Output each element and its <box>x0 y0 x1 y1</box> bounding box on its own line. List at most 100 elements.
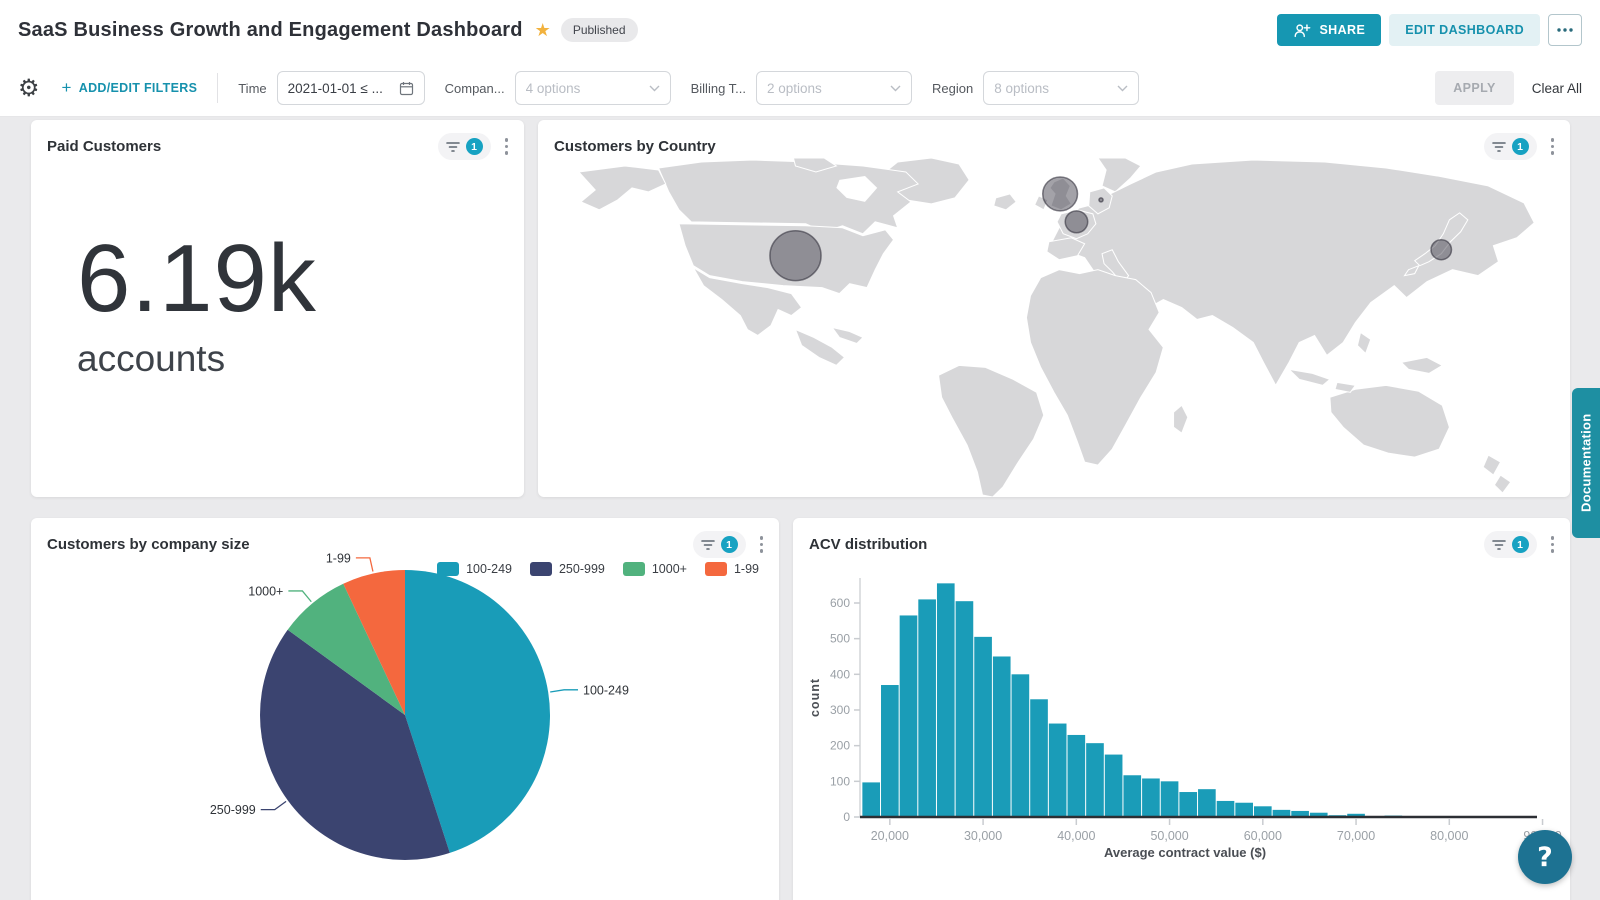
pie-slice-100-249[interactable] <box>405 570 550 853</box>
share-button-label: SHARE <box>1319 23 1366 37</box>
hist-bar[interactable] <box>1142 778 1160 817</box>
more-options-button[interactable] <box>1548 14 1582 46</box>
hist-bar[interactable] <box>1160 781 1179 817</box>
hist-bar[interactable] <box>936 583 955 817</box>
edit-dashboard-button[interactable]: EDIT DASHBOARD <box>1389 14 1540 46</box>
chevron-down-icon <box>1117 85 1128 92</box>
pie-slice-1000+[interactable] <box>287 583 405 715</box>
widget-menu-button[interactable] <box>1549 534 1557 555</box>
widget-menu-button[interactable] <box>503 136 511 157</box>
histogram-chart[interactable]: 0 100 200 300 400 500 600 20,000 30,000 40,000 50,… <box>793 518 1570 900</box>
country-alaska[interactable] <box>577 165 667 211</box>
hist-bar[interactable] <box>881 685 899 817</box>
country-mexico[interactable] <box>692 267 803 337</box>
hist-bar[interactable] <box>1067 734 1086 817</box>
widget-filter-button[interactable]: 1 <box>1483 133 1537 160</box>
hist-bar[interactable] <box>1123 775 1142 817</box>
bubble-japan[interactable] <box>1430 239 1453 261</box>
company-filter-select[interactable]: 4 options <box>514 71 671 105</box>
caribbean <box>831 326 864 345</box>
widget-filter-button[interactable]: 1 <box>437 133 491 160</box>
hist-bar[interactable] <box>899 615 918 817</box>
documentation-tab[interactable]: Documentation <box>1572 388 1600 538</box>
filter-settings-gear-icon[interactable]: ⚙ <box>18 74 40 102</box>
company-filter-value: 4 options <box>525 80 581 96</box>
share-icon <box>1293 23 1311 38</box>
hist-bar[interactable] <box>992 656 1011 817</box>
share-button[interactable]: SHARE <box>1277 14 1382 46</box>
widget-title: Customers by Country <box>554 138 716 155</box>
billing-filter-select[interactable]: 2 options <box>756 71 913 105</box>
hist-bar[interactable] <box>1272 809 1291 817</box>
widget-filter-button[interactable]: 1 <box>1483 531 1537 558</box>
filter-count-badge: 1 <box>465 138 483 155</box>
bubble-germany[interactable] <box>1098 197 1104 203</box>
bubble-usa[interactable] <box>769 230 822 282</box>
y-tick-label: 400 <box>830 667 850 681</box>
widget-menu-button[interactable] <box>758 534 766 555</box>
bubble-uk[interactable] <box>1041 176 1079 212</box>
hist-bar[interactable] <box>1011 674 1030 817</box>
y-tick-label: 200 <box>830 739 850 753</box>
pie-slice-250-999[interactable] <box>260 629 450 860</box>
add-edit-filters-button[interactable]: + ADD/EDIT FILTERS <box>62 78 198 98</box>
filter-group-region: Region 8 options <box>932 71 1140 105</box>
legend-item-1-99[interactable]: 1-99 <box>704 562 759 576</box>
widget-menu-button[interactable] <box>1549 136 1557 157</box>
hist-bar[interactable] <box>1309 812 1328 817</box>
hist-bar[interactable] <box>862 782 881 817</box>
hist-bar[interactable] <box>918 599 936 817</box>
legend-item-1000+[interactable]: 1000+ <box>622 562 687 576</box>
indonesia <box>1287 368 1331 386</box>
pie-label-line <box>550 689 579 693</box>
help-button[interactable]: ? <box>1518 830 1572 884</box>
pie-slice-label: 100-249 <box>583 683 629 697</box>
hist-bar[interactable] <box>1347 813 1365 817</box>
hist-bar[interactable] <box>1179 792 1198 817</box>
pie-chart[interactable]: 100-249 250-999 1000+ 1-99 <box>31 518 779 900</box>
billing-filter-label: Billing T... <box>690 80 747 96</box>
widget-acv-distribution: ACV distribution 1 0 100 200 300 400 500 600 20… <box>793 518 1570 900</box>
pie-slice-1-99[interactable] <box>343 570 405 715</box>
legend-item-100-249[interactable]: 100-249 <box>437 562 512 576</box>
world-map-chart[interactable] <box>538 158 1570 497</box>
pie-label-line <box>288 590 312 603</box>
bubble-france[interactable] <box>1064 210 1089 234</box>
hist-bar[interactable] <box>1216 800 1235 817</box>
y-tick-label: 300 <box>830 703 850 717</box>
legend-item-250-999[interactable]: 250-999 <box>529 562 605 576</box>
time-filter-input[interactable]: 2021-01-01 ≤ ... <box>276 71 425 105</box>
x-tick-label: 80,000 <box>1430 829 1468 843</box>
funnel-icon <box>700 539 715 550</box>
hist-bar[interactable] <box>1198 789 1216 817</box>
legend-swatch <box>529 562 552 576</box>
central-america <box>794 328 846 366</box>
new-guinea <box>1400 356 1444 374</box>
hist-bar[interactable] <box>1030 699 1048 817</box>
hist-bar[interactable] <box>1048 723 1067 817</box>
hist-bar[interactable] <box>974 636 992 817</box>
widget-paid-customers: Paid Customers 1 6.19k accounts <box>31 120 524 497</box>
country-canada[interactable] <box>657 159 920 235</box>
x-tick-label: 40,000 <box>1057 829 1095 843</box>
favorite-star-icon[interactable]: ★ <box>534 19 551 40</box>
hist-bar[interactable] <box>1253 806 1272 817</box>
widget-filter-button[interactable]: 1 <box>692 531 746 558</box>
hist-bar[interactable] <box>1086 743 1104 817</box>
country-canada-arctic[interactable] <box>792 158 838 173</box>
legend-swatch <box>622 562 645 576</box>
country-japan-south[interactable] <box>1403 264 1420 277</box>
hist-bar[interactable] <box>955 601 974 817</box>
hist-bar[interactable] <box>1104 754 1123 817</box>
apply-button[interactable]: APPLY <box>1435 71 1514 105</box>
hist-bar[interactable] <box>1291 810 1309 817</box>
widget-title: Paid Customers <box>47 138 162 155</box>
x-axis-title: Average contract value ($) <box>1104 845 1266 860</box>
clear-all-button[interactable]: Clear All <box>1531 80 1582 96</box>
y-axis-title: count <box>808 678 822 717</box>
hist-bar[interactable] <box>1235 802 1253 817</box>
region-filter-select[interactable]: 8 options <box>983 71 1140 105</box>
x-tick-label: 70,000 <box>1337 829 1375 843</box>
pie-slice-label: 1-99 <box>326 551 351 565</box>
filter-bar: ⚙ + ADD/EDIT FILTERS Time 2021-01-01 ≤ .… <box>0 60 1600 117</box>
